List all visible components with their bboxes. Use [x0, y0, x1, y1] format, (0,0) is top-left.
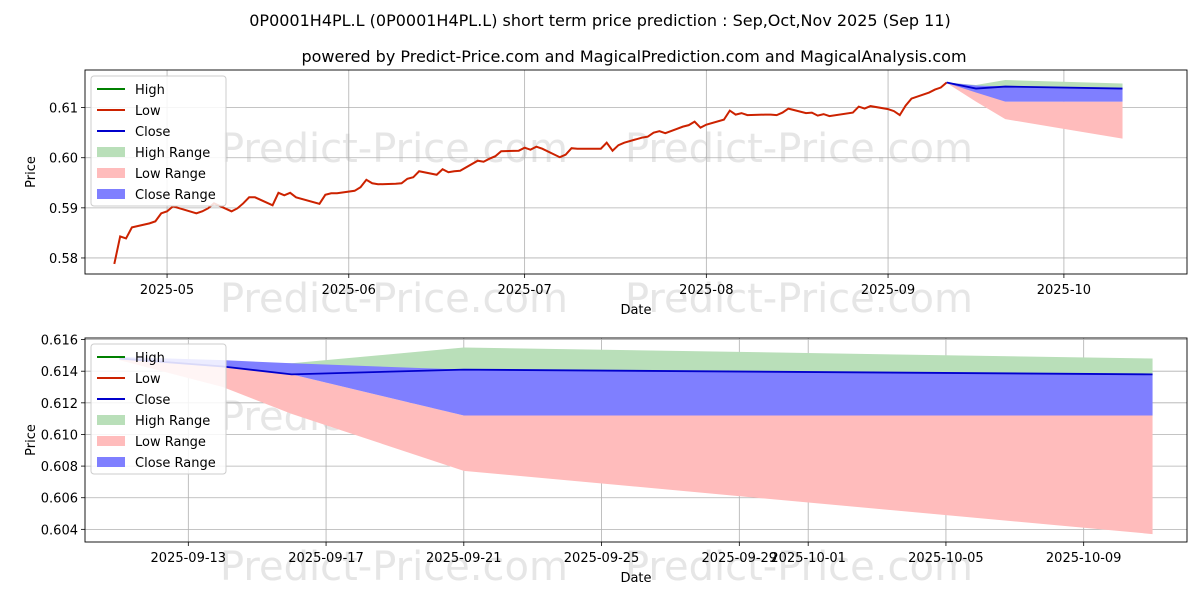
close-line: [946, 81, 1123, 90]
legend-label: Low: [135, 372, 161, 387]
x-tick-label: 2025-05: [140, 283, 194, 298]
low-range-band: [119, 358, 1153, 535]
x-tick-label: 2025-09-17: [288, 551, 364, 566]
legend-label: Close Range: [135, 456, 216, 471]
legend-label: High: [135, 351, 165, 366]
x-tick-label: 2025-09: [861, 283, 915, 298]
low-line: [113, 81, 948, 265]
y-tick-label: 0.58: [49, 252, 78, 267]
legend: High Low Close High Range Low Range Close Ran…: [90, 343, 227, 475]
plot-frame: [84, 337, 1188, 543]
chart-subtitle: powered by Predict-Price.com and Magical…: [301, 47, 966, 66]
legend-label: Low: [135, 104, 161, 119]
legend-swatch-patch: [97, 415, 125, 425]
x-tick-label: 2025-06: [322, 283, 376, 298]
y-tick-label: 0.60: [49, 152, 78, 167]
legend-swatch-patch: [97, 436, 125, 446]
y-tick-label: 0.616: [41, 334, 78, 349]
legend-label: Close: [135, 125, 170, 140]
y-axis-label: Price: [24, 156, 39, 188]
y-tick-label: 0.608: [41, 460, 78, 475]
x-tick-label: 2025-09-13: [151, 551, 227, 566]
y-tick-label: 0.606: [41, 492, 78, 507]
y-tick-label: 0.612: [41, 397, 78, 412]
legend-swatch-patch: [97, 189, 125, 199]
y-tick-label: 0.59: [49, 202, 78, 217]
x-tick-label: 2025-10-05: [908, 551, 984, 566]
y-tick-label: 0.614: [41, 365, 78, 380]
legend-label: Low Range: [135, 435, 206, 450]
x-tick-label: 2025-10: [1037, 283, 1091, 298]
chart-title: 0P0001H4PL.L (0P0001H4PL.L) short term p…: [249, 11, 951, 30]
plot-1: Predict-Price.com Predict-Price.com Predic…: [24, 69, 1188, 322]
legend-label: High Range: [135, 146, 210, 161]
x-tick-label: 2025-07: [497, 283, 551, 298]
y-axis-label: Price: [24, 424, 39, 456]
legend-label: Close: [135, 393, 170, 408]
watermark-text: Predict-Price.com: [220, 126, 568, 172]
legend: High Low Close High Range Low Range Close Ran…: [90, 75, 227, 207]
legend-label: High Range: [135, 414, 210, 429]
legend-label: Low Range: [135, 167, 206, 182]
plot-frame: [84, 69, 1188, 275]
x-tick-label: 2025-08: [679, 283, 733, 298]
x-axis-label: Date: [620, 571, 651, 586]
x-tick-label: 2025-09-29: [702, 551, 778, 566]
plot-2: Predict-Price.comPredict-Price.comPredic…: [24, 334, 1188, 590]
x-axis-label: Date: [620, 303, 651, 318]
watermark-text: Predict-Price.com: [625, 126, 973, 172]
watermark-text: Predict-Price.com: [625, 544, 973, 590]
legend-label: Close Range: [135, 188, 216, 203]
legend-swatch-patch: [97, 147, 125, 157]
x-tick-label: 2025-09-21: [426, 551, 502, 566]
y-tick-label: 0.61: [49, 102, 78, 117]
y-tick-label: 0.604: [41, 523, 78, 538]
x-tick-label: 2025-10-09: [1046, 551, 1122, 566]
x-tick-label: 2025-10-01: [770, 551, 846, 566]
watermark-text: Predict-Price.com: [220, 544, 568, 590]
legend-swatch-patch: [97, 168, 125, 178]
y-tick-label: 0.610: [41, 428, 78, 443]
watermark-text: Predict-Price.com: [625, 276, 973, 322]
legend-label: High: [135, 83, 165, 98]
watermark-text: Predict-Price.com: [220, 276, 568, 322]
legend-swatch-patch: [97, 457, 125, 467]
x-tick-label: 2025-09-25: [564, 551, 640, 566]
